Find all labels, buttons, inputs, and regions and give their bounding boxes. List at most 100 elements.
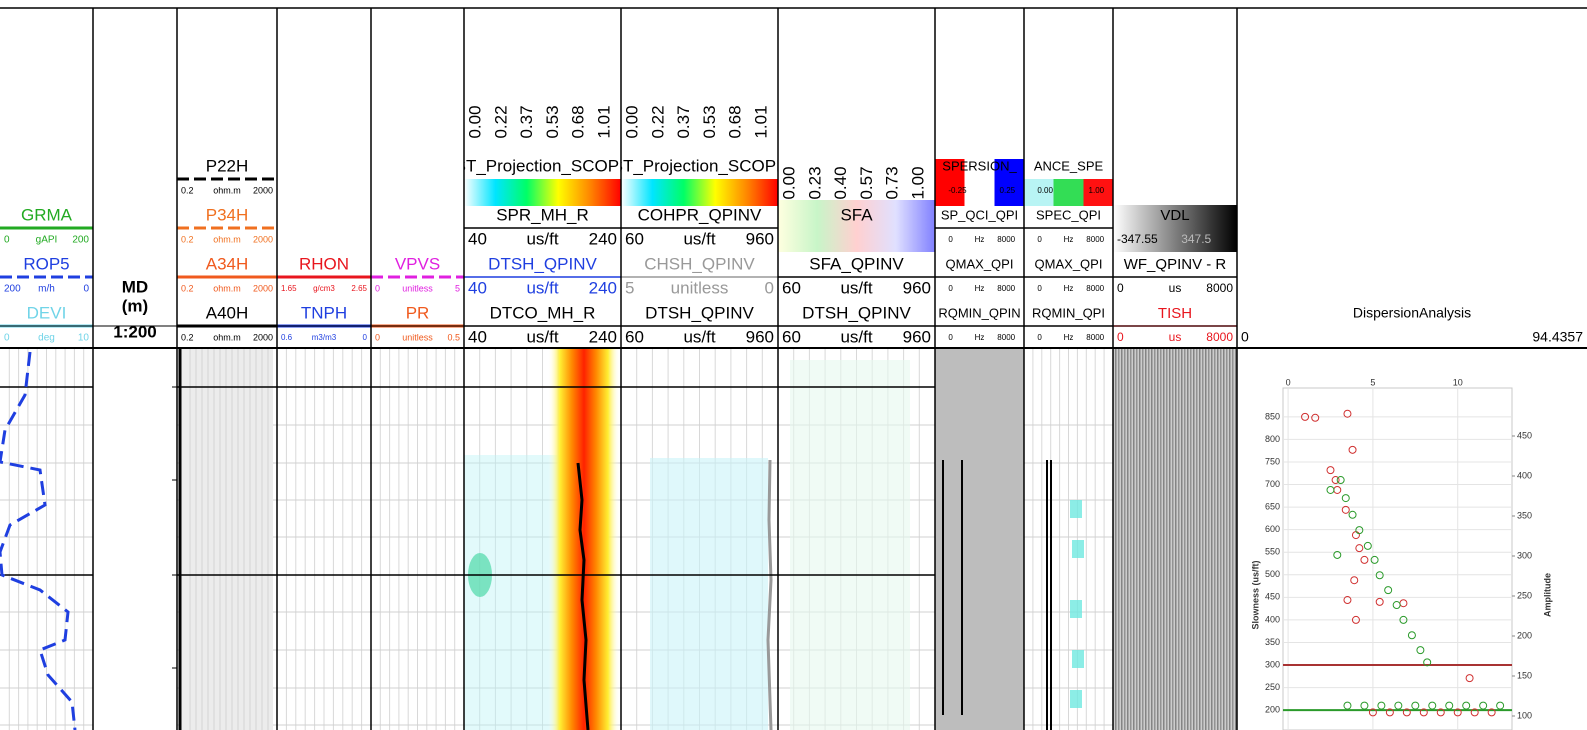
x-tick-label: 0: [1286, 377, 1291, 387]
scale-label: 0.2: [181, 234, 194, 244]
point: [1326, 485, 1335, 494]
color-scale: [778, 200, 935, 252]
curve-name: SPERSION_: [942, 158, 1017, 173]
color-scale-tick: 0.22: [491, 105, 510, 138]
point: [1470, 708, 1479, 717]
curve-name: DTCO_MH_R: [490, 303, 596, 322]
curve-name: RHON: [299, 254, 349, 273]
chsh-curve: [766, 459, 773, 730]
scale-label: 960: [746, 327, 774, 346]
scale-label: 8000: [997, 235, 1015, 244]
scale-label: 347.5: [1181, 232, 1211, 246]
scale-label: 0: [948, 333, 953, 342]
curve-name: CHSH_QPINV: [644, 254, 755, 273]
scale-label: 0.5: [447, 332, 460, 342]
scale-label: 8000: [1206, 281, 1233, 295]
scale-label: us/ft: [526, 229, 558, 248]
scale-label: 0.2: [181, 283, 194, 293]
curve-name: ANCE_SPE: [1034, 158, 1104, 173]
point: [1350, 576, 1359, 585]
scale-label: 8000: [997, 284, 1015, 293]
point: [1341, 494, 1350, 503]
scale-label: us/ft: [840, 327, 872, 346]
y-tick-label: 200: [1265, 705, 1280, 715]
track-header: ANCE_SPE 0.00 1.00 SPEC_QPI 0 Hz 8000 QMAX_QPI 0…: [1024, 158, 1113, 342]
scale-label: Hz: [1064, 333, 1074, 342]
y-tick-label: 400: [1265, 614, 1280, 624]
scale-label: Hz: [1064, 284, 1074, 293]
scale-label: 5: [625, 278, 634, 297]
scale-label: us/ft: [526, 327, 558, 346]
scale-label: us: [1169, 281, 1182, 295]
y-tick-label: 500: [1265, 569, 1280, 579]
color-scale-tick: 0.37: [674, 105, 693, 138]
y2-tick-label: 100: [1517, 710, 1532, 720]
point: [1360, 555, 1369, 564]
point: [1428, 701, 1437, 710]
scale-label: 5: [455, 283, 460, 293]
scale-label: 60: [782, 278, 801, 297]
y-tick-label: 350: [1265, 637, 1280, 647]
scale-label: 0.6: [281, 333, 293, 342]
scale-label: Hz: [975, 284, 985, 293]
scale-label: 200: [72, 235, 89, 246]
point: [1453, 708, 1462, 717]
scale-label: us/ft: [683, 229, 715, 248]
curve-name: SPEC_QPI: [1036, 207, 1101, 222]
point: [1368, 708, 1377, 717]
track-bodies: [0, 348, 1237, 730]
point: [1343, 596, 1352, 605]
scale-label: 0.00: [1037, 186, 1053, 195]
scale-label: us: [1169, 330, 1182, 344]
y-tick-label: 650: [1265, 501, 1280, 511]
curve-name: SFA: [840, 205, 873, 224]
y2-tick-label: 450: [1517, 430, 1532, 440]
y-tick-label: 550: [1265, 547, 1280, 557]
scale-label: 8000: [1086, 235, 1104, 244]
point: [1385, 708, 1394, 717]
point: [1351, 615, 1360, 624]
scale-label: 94.4357: [1532, 329, 1583, 345]
curve-name: DispersionAnalysis: [1353, 305, 1471, 321]
y-tick-label: 600: [1265, 524, 1280, 534]
curve-name: TNPH: [301, 303, 347, 322]
spectrum-patch: [1072, 650, 1084, 668]
curve-name: DTSH_QPINV: [645, 303, 754, 322]
md-label: (m): [122, 296, 148, 315]
curve-name: VDL: [1160, 207, 1189, 224]
curve-name: SP_QCI_QPI: [941, 207, 1018, 222]
scale-label: 0.2: [181, 332, 194, 342]
point: [1355, 526, 1364, 535]
scale-label: deg: [38, 333, 55, 344]
scale-label: 8000: [1086, 284, 1104, 293]
curve-name: A34H: [206, 254, 249, 273]
scale-label: 960: [746, 229, 774, 248]
curve-name: VPVS: [395, 254, 440, 273]
point: [1445, 701, 1454, 710]
scale-label: 0: [363, 333, 368, 342]
color-scale: [464, 179, 621, 206]
curve-name: WF_QPINV - R: [1124, 256, 1227, 273]
y-tick-label: 300: [1265, 659, 1280, 669]
point: [1311, 413, 1320, 422]
coherence-haze: [650, 458, 768, 730]
scale-label: 10: [78, 333, 90, 344]
scale-label: 0: [83, 284, 89, 295]
point: [1419, 708, 1428, 717]
point: [1407, 631, 1416, 640]
y-tick-label: 450: [1265, 592, 1280, 602]
scale-label: unitless: [671, 278, 729, 297]
scale-label: 2000: [253, 185, 273, 195]
scale-label: m3/m3: [312, 333, 337, 342]
point: [1479, 701, 1488, 710]
scale-label: gAPI: [36, 235, 58, 246]
scale-label: 1.65: [281, 284, 297, 293]
color-scale: [935, 159, 1024, 206]
point: [1377, 701, 1386, 710]
point: [1436, 708, 1445, 717]
point: [1333, 550, 1342, 559]
scale-label: g/cm3: [313, 284, 335, 293]
point: [1326, 466, 1335, 475]
